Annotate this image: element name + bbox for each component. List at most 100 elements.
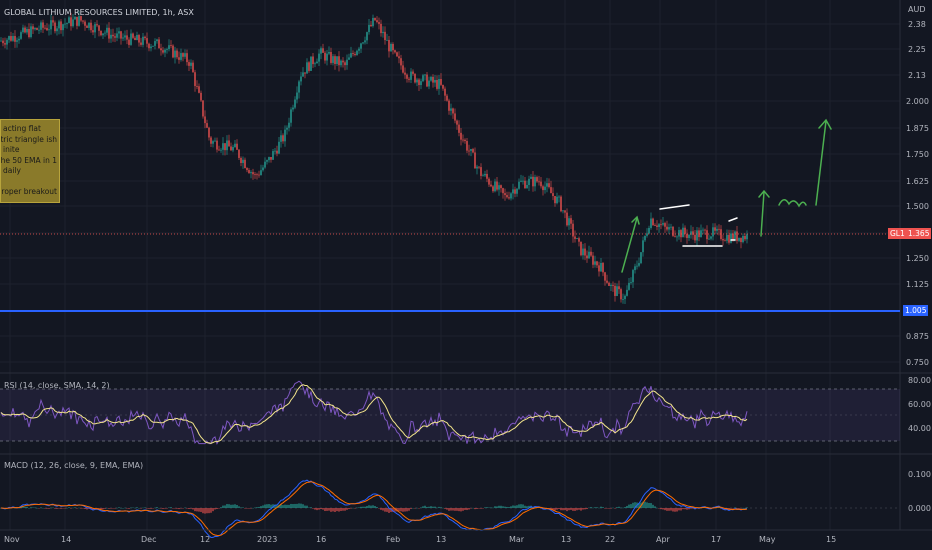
- macd-histogram-bar: [64, 508, 66, 509]
- macd-histogram-bar: [692, 508, 694, 509]
- candle-body: [380, 23, 382, 34]
- macd-histogram-bar: [514, 505, 516, 508]
- candle-body: [286, 127, 288, 130]
- candle-body: [486, 173, 488, 179]
- triangle-upper-line: [659, 204, 690, 210]
- candle-body: [690, 231, 692, 235]
- macd-histogram-bar: [106, 507, 108, 509]
- candle-body: [634, 266, 636, 271]
- candle-body: [426, 74, 428, 87]
- macd-histogram-bar: [40, 507, 42, 508]
- candle-body: [372, 17, 374, 27]
- rsi-label[interactable]: RSI (14, close, SMA, 14, 2): [4, 381, 110, 390]
- macd-histogram-bar: [82, 508, 84, 509]
- macd-histogram-bar: [446, 508, 448, 510]
- time-tick: Feb: [386, 535, 400, 544]
- projection-arrow-2-head: [818, 118, 832, 130]
- time-tick: 16: [316, 535, 326, 544]
- macd-histogram-bar: [338, 508, 340, 512]
- candle-body: [592, 255, 594, 265]
- macd-histogram-bar: [32, 507, 34, 508]
- candle-body: [74, 16, 76, 20]
- candle-body: [110, 34, 112, 39]
- annotation-note[interactable]: acting flat etric triangle ish - inite t…: [0, 119, 60, 203]
- macd-histogram-bar: [354, 508, 356, 509]
- macd-histogram-bar: [626, 505, 628, 508]
- macd-histogram-bar: [604, 508, 606, 509]
- macd-histogram-bar: [662, 508, 664, 510]
- candle-body: [18, 38, 20, 41]
- candle-body: [674, 235, 676, 237]
- macd-histogram-bar: [672, 508, 674, 512]
- candle-body: [526, 185, 528, 189]
- candle-body: [78, 16, 80, 26]
- macd-histogram-bar: [588, 507, 590, 509]
- macd-histogram-bar: [334, 508, 336, 512]
- candle-body: [254, 174, 256, 176]
- candle-body: [308, 62, 310, 71]
- candle-body: [232, 147, 234, 151]
- macd-histogram-bar: [596, 507, 598, 508]
- macd-histogram-bar: [366, 506, 368, 508]
- candle-body: [446, 95, 448, 101]
- macd-histogram-bar: [678, 508, 680, 511]
- symbol-tag: GL1: [888, 228, 907, 239]
- candle-body: [476, 166, 478, 169]
- macd-histogram-bar: [518, 504, 520, 508]
- candle-body: [68, 17, 70, 24]
- price-axis[interactable]: 2.38 2.25 2.13 2.000 1.875 1.750 1.625 1…: [906, 20, 929, 367]
- candle-body: [708, 238, 710, 240]
- candle-body: [360, 43, 362, 49]
- macd-histogram-bar: [452, 508, 454, 511]
- last-price-tag: 1.365: [906, 228, 932, 239]
- macd-histogram-bar: [386, 508, 388, 512]
- drawings[interactable]: [621, 118, 832, 273]
- time-axis[interactable]: Nov 14 Dec 12 2023 16 Feb 13 Mar 13 22 A…: [4, 535, 836, 544]
- candle-body: [456, 120, 458, 125]
- chart-title[interactable]: GLOBAL LITHIUM RESOURCES LIMITED, 1h, AS…: [4, 8, 194, 17]
- macd-histogram-bar: [676, 508, 678, 512]
- macd-histogram-bar: [206, 508, 208, 514]
- candle-body: [230, 146, 232, 151]
- candle-body: [52, 20, 54, 23]
- time-tick: 13: [561, 535, 571, 544]
- candle-body: [80, 16, 82, 21]
- macd-histogram-bar: [616, 507, 618, 508]
- candle-body: [584, 248, 586, 256]
- macd-histogram-bar: [730, 508, 732, 509]
- candle-body: [132, 33, 134, 38]
- macd-histogram-bar: [466, 508, 468, 511]
- macd-histogram-bar: [92, 508, 94, 510]
- macd-histogram-bar: [506, 506, 508, 508]
- candle-body: [568, 218, 570, 226]
- macd-label[interactable]: MACD (12, 26, close, 9, EMA, EMA): [4, 461, 143, 470]
- candle-body: [732, 233, 734, 240]
- candle-body: [120, 31, 122, 39]
- time-grid: [9, 0, 831, 530]
- macd-histogram-bar: [690, 508, 692, 509]
- macd-histogram-bar: [212, 508, 214, 512]
- candle-body: [346, 59, 348, 66]
- candle-body: [618, 286, 620, 290]
- macd-histogram-bar: [458, 508, 460, 512]
- macd-histogram-bar: [414, 508, 416, 509]
- candle-body: [146, 38, 148, 44]
- macd-histogram-bar: [426, 506, 428, 508]
- macd-histogram-bar: [70, 508, 72, 509]
- macd-histogram-bar: [454, 508, 456, 511]
- candle-body: [544, 186, 546, 191]
- macd-histogram-bar: [610, 508, 612, 509]
- candle-body: [154, 41, 156, 46]
- candle-body: [252, 172, 254, 175]
- macd-histogram-bar: [592, 507, 594, 509]
- candle-body: [292, 107, 294, 110]
- candle-body: [206, 123, 208, 128]
- macd-histogram-bar: [348, 508, 350, 510]
- macd-histogram-bar: [174, 508, 176, 509]
- macd-histogram-bar: [524, 505, 526, 508]
- candle-body: [122, 37, 124, 39]
- candle-body: [200, 92, 202, 101]
- macd-histogram-bar: [152, 508, 154, 509]
- candle-body: [386, 39, 388, 41]
